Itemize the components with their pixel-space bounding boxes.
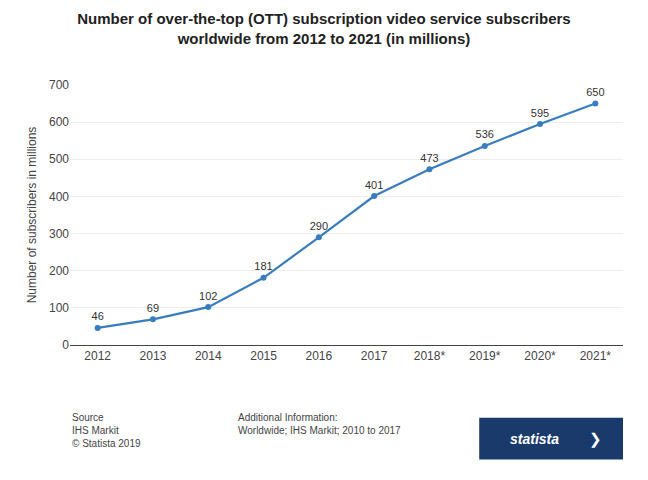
svg-text:2018*: 2018* (414, 349, 446, 363)
svg-text:595: 595 (531, 107, 549, 119)
svg-text:401: 401 (365, 179, 383, 191)
svg-text:650: 650 (586, 86, 604, 98)
svg-text:300: 300 (49, 227, 69, 241)
svg-text:600: 600 (49, 115, 69, 129)
svg-text:statista: statista (510, 431, 559, 447)
svg-text:2015: 2015 (250, 349, 277, 363)
svg-text:100: 100 (49, 301, 69, 315)
svg-text:2017: 2017 (361, 349, 388, 363)
svg-text:473: 473 (420, 152, 438, 164)
svg-text:181: 181 (254, 260, 272, 272)
svg-text:SourceIHS Markit© Statista 201: SourceIHS Markit© Statista 2019 (72, 412, 141, 449)
svg-text:Number of subscribers in milli: Number of subscribers in millions (25, 127, 39, 304)
svg-text:2019*: 2019* (469, 349, 501, 363)
svg-text:2014: 2014 (195, 349, 222, 363)
svg-text:❯: ❯ (589, 430, 602, 448)
svg-text:2012: 2012 (84, 349, 111, 363)
svg-text:Additional Information:Worldwi: Additional Information:Worldwide; IHS Ma… (238, 412, 401, 436)
svg-text:69: 69 (147, 302, 159, 314)
svg-text:500: 500 (49, 152, 69, 166)
svg-text:2016: 2016 (305, 349, 332, 363)
svg-text:102: 102 (199, 290, 217, 302)
svg-text:46: 46 (92, 310, 104, 322)
svg-text:290: 290 (310, 220, 328, 232)
svg-text:2021*: 2021* (580, 349, 612, 363)
svg-text:Number of over-the-top (OTT) s: Number of over-the-top (OTT) subscriptio… (77, 10, 570, 47)
svg-text:2020*: 2020* (524, 349, 556, 363)
svg-text:700: 700 (49, 78, 69, 92)
svg-text:0: 0 (62, 338, 69, 352)
svg-text:536: 536 (476, 128, 494, 140)
svg-text:200: 200 (49, 264, 69, 278)
svg-text:400: 400 (49, 190, 69, 204)
svg-text:2013: 2013 (140, 349, 167, 363)
